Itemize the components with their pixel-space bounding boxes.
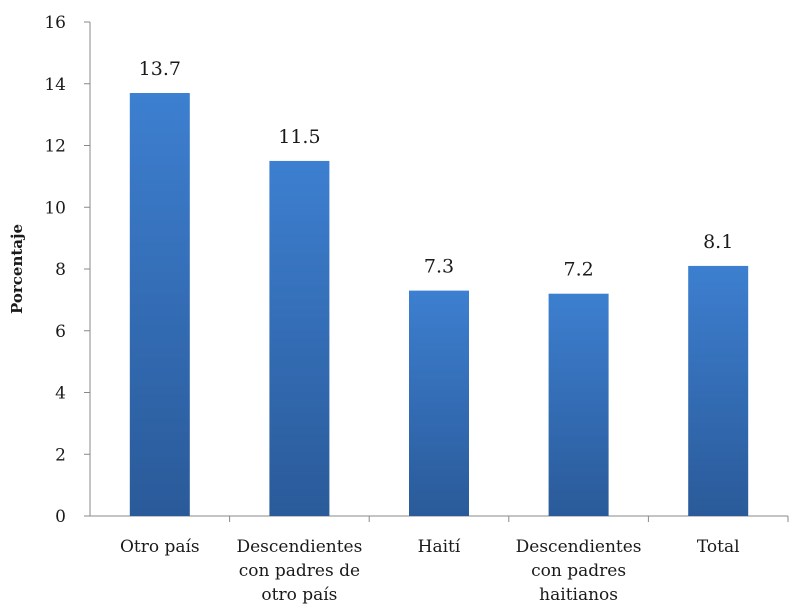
bar (688, 265, 749, 516)
x-category-label: Haití (418, 537, 461, 557)
y-tick-label: 0 (55, 507, 66, 527)
y-tick-label: 2 (55, 445, 66, 465)
y-tick-label: 14 (44, 75, 66, 95)
bar-value-label: 7.3 (424, 256, 454, 278)
x-category-label: Otro país (120, 537, 200, 557)
bar-value-label: 13.7 (139, 58, 181, 80)
y-tick-label: 10 (44, 198, 66, 218)
bar (409, 290, 469, 516)
x-category-label: Descendientes con padres haitianos (516, 537, 642, 605)
bar-value-label: 8.1 (703, 231, 733, 253)
bar (129, 93, 190, 516)
bar-value-label: 11.5 (278, 126, 320, 148)
y-tick-label: 6 (55, 322, 66, 342)
y-axis-title: Porcentaje (8, 224, 26, 314)
y-tick-label: 12 (44, 137, 66, 157)
y-tick-label: 8 (55, 260, 66, 280)
y-tick-label: 4 (55, 384, 66, 404)
bar (269, 160, 330, 516)
x-category-label: Descendientes con padres de otro país (236, 537, 362, 605)
bar (548, 293, 609, 516)
y-tick-label: 16 (44, 13, 66, 33)
bar-value-label: 7.2 (563, 259, 593, 281)
x-category-label: Total (697, 537, 740, 557)
